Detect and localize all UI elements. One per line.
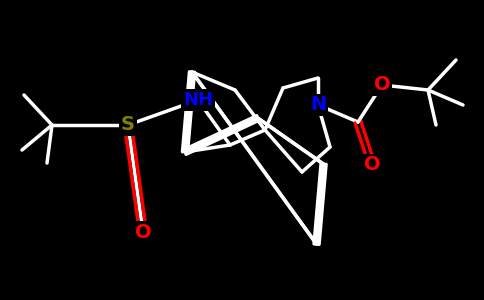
Text: S: S <box>121 116 135 134</box>
Text: O: O <box>363 155 380 175</box>
Text: O: O <box>374 76 390 94</box>
Text: N: N <box>310 95 326 115</box>
Text: NH: NH <box>183 91 213 109</box>
Text: O: O <box>135 223 151 242</box>
